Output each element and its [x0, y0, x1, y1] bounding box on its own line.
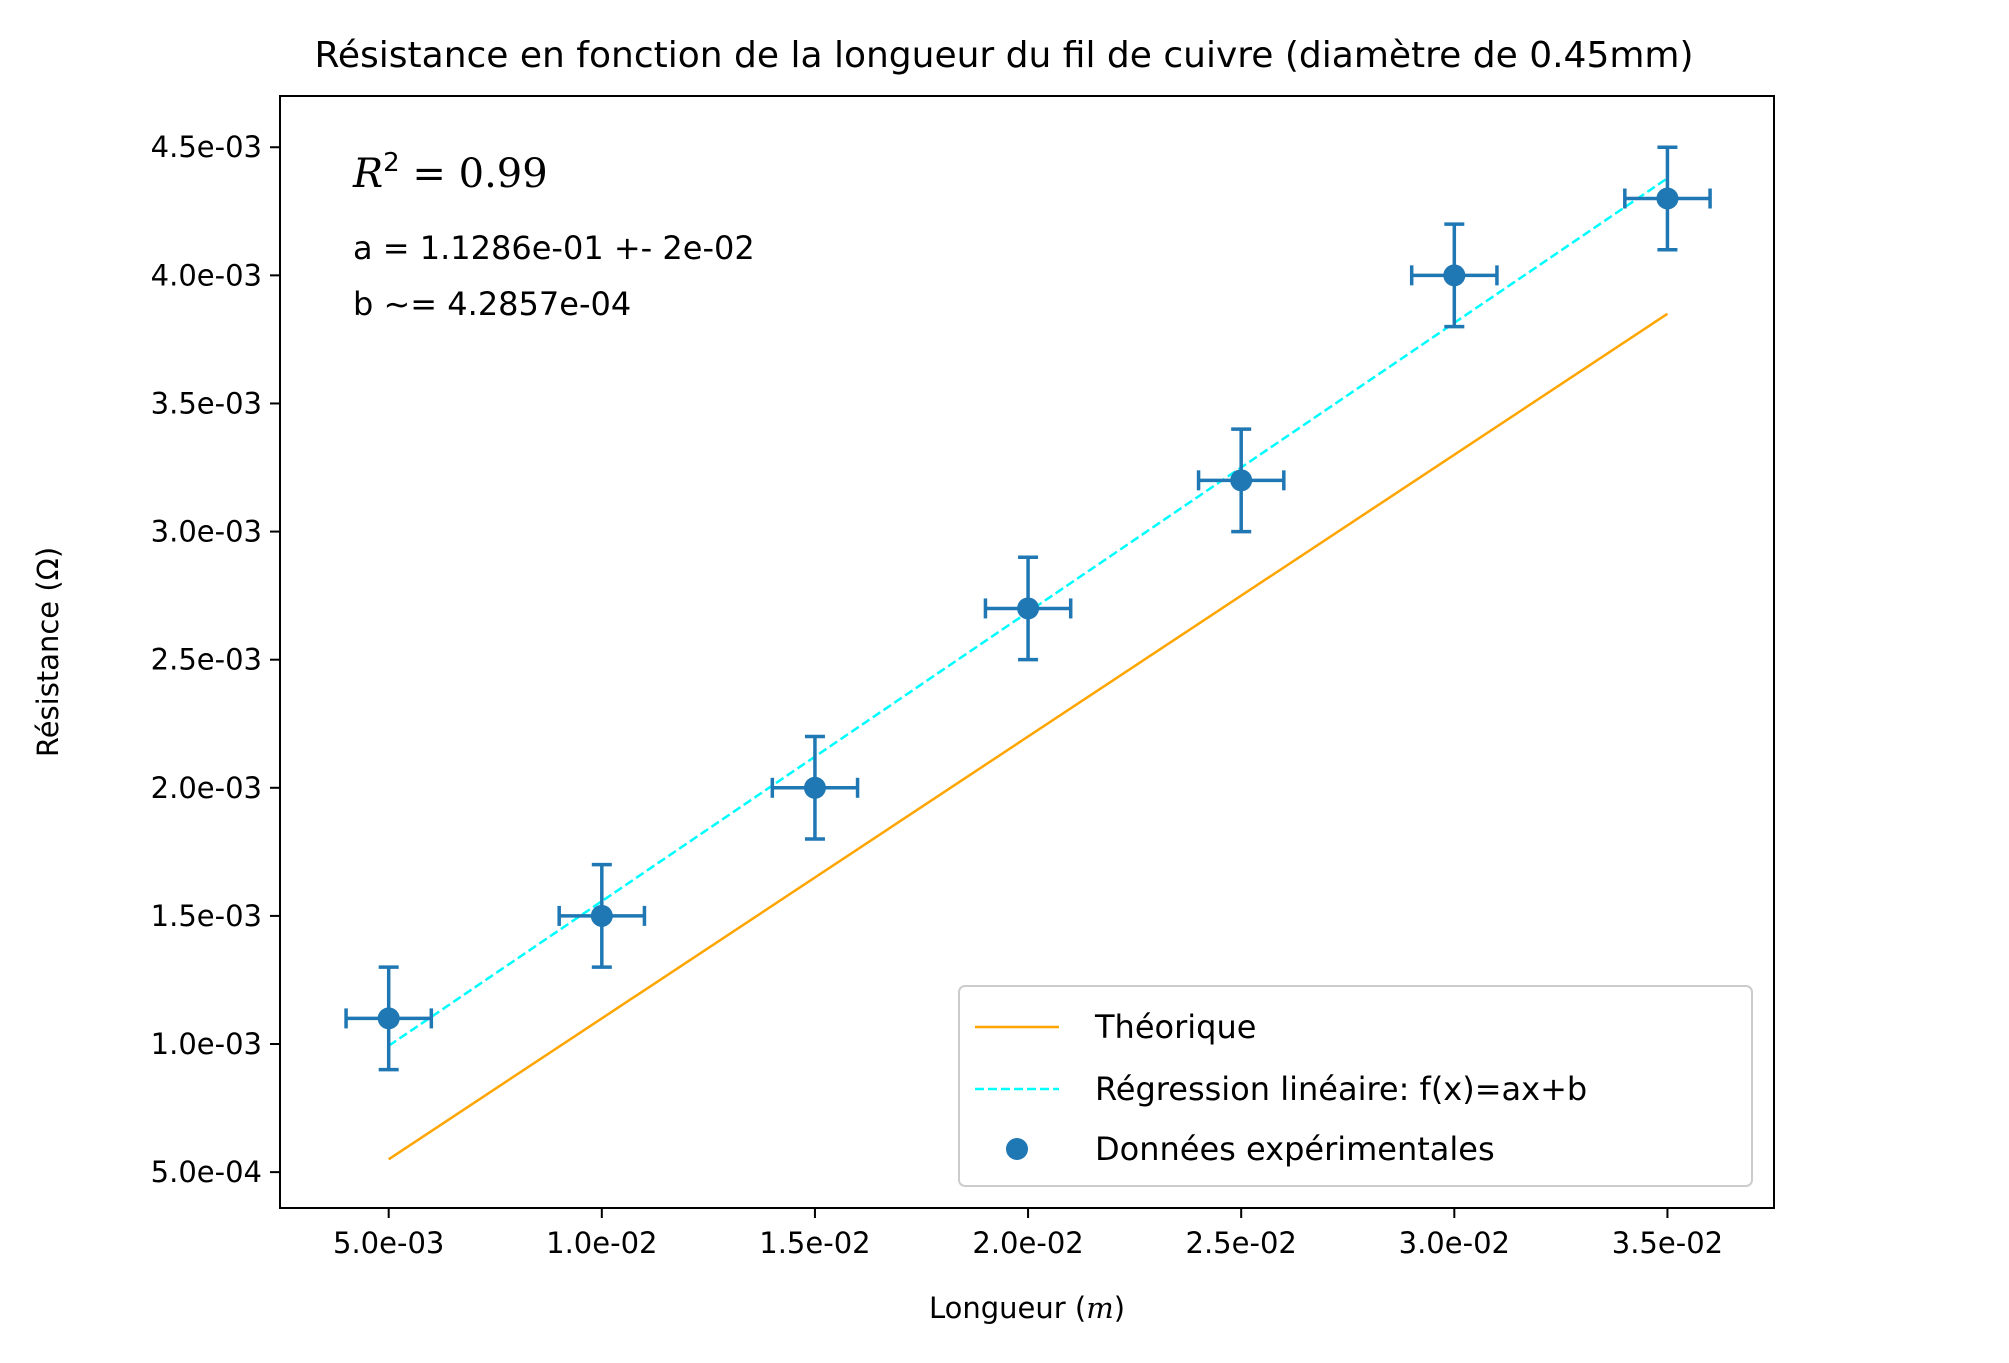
plot-frame [279, 95, 1775, 1209]
series-layer [344, 145, 1712, 1161]
y-tick-label: 1.0e-03 [151, 1027, 262, 1061]
x-axis-label: Longueur (m) [929, 1291, 1125, 1325]
intercept-annotation: b ~= 4.2857e-04 [353, 285, 631, 323]
data-point [344, 965, 434, 1072]
fit-annotations: R2 = 0.99 a = 1.1286e-01 +- 2e-02 b ~= 4… [352, 148, 755, 323]
y-axis: 5.0e-04 1.0e-03 1.5e-03 2.0e-03 2.5e-03 3.0e-… [151, 130, 280, 1189]
y-tick-label: 4.0e-03 [151, 258, 262, 292]
data-marker [377, 1007, 400, 1030]
r-squared-annotation: R2 = 0.99 [352, 148, 548, 197]
x-tick-label: 2.0e-02 [972, 1226, 1083, 1260]
theoretical-line [388, 312, 1669, 1161]
y-tick-label: 3.0e-03 [151, 515, 262, 549]
data-point [983, 555, 1073, 662]
y-tick-label: 4.5e-03 [151, 130, 262, 164]
y-tick-label: 5.0e-04 [151, 1155, 262, 1189]
data-marker [803, 776, 826, 799]
data-point [770, 734, 860, 841]
y-tick-label: 2.5e-03 [151, 643, 262, 677]
legend-label: Théorique [1094, 1008, 1256, 1046]
x-tick-label: 5.0e-03 [333, 1226, 444, 1260]
slope-annotation: a = 1.1286e-01 +- 2e-02 [353, 229, 755, 267]
x-tick-label: 3.5e-02 [1612, 1226, 1723, 1260]
y-tick-label: 1.5e-03 [151, 899, 262, 933]
legend-label: Données expérimentales [1095, 1130, 1495, 1168]
data-marker [1017, 597, 1040, 620]
data-marker [1230, 469, 1253, 492]
data-point [1196, 427, 1286, 534]
y-tick-label: 2.0e-03 [151, 771, 262, 805]
legend: Théorique Régression linéaire: f(x)=ax+b D… [958, 985, 1753, 1187]
x-axis: 5.0e-03 1.0e-02 1.5e-02 2.0e-02 2.5e-02 3.0e-… [333, 1208, 1723, 1260]
legend-label: Régression linéaire: f(x)=ax+b [1095, 1070, 1587, 1108]
data-point [1623, 145, 1712, 252]
legend-box [958, 985, 1753, 1187]
x-tick-label: 1.5e-02 [759, 1226, 870, 1260]
legend-swatch-marker [1006, 1138, 1028, 1160]
data-point [1409, 222, 1499, 329]
data-marker [1443, 264, 1466, 287]
data-marker [590, 904, 613, 927]
data-point [557, 862, 647, 969]
data-marker [1656, 187, 1679, 210]
x-tick-label: 3.0e-02 [1399, 1226, 1510, 1260]
y-axis-label: Résistance (Ω) [31, 547, 65, 757]
chart-title: Résistance en fonction de la longueur du… [314, 35, 1693, 76]
x-tick-label: 2.5e-02 [1186, 1226, 1297, 1260]
x-tick-label: 1.0e-02 [546, 1226, 657, 1260]
y-tick-label: 3.5e-03 [151, 386, 262, 420]
